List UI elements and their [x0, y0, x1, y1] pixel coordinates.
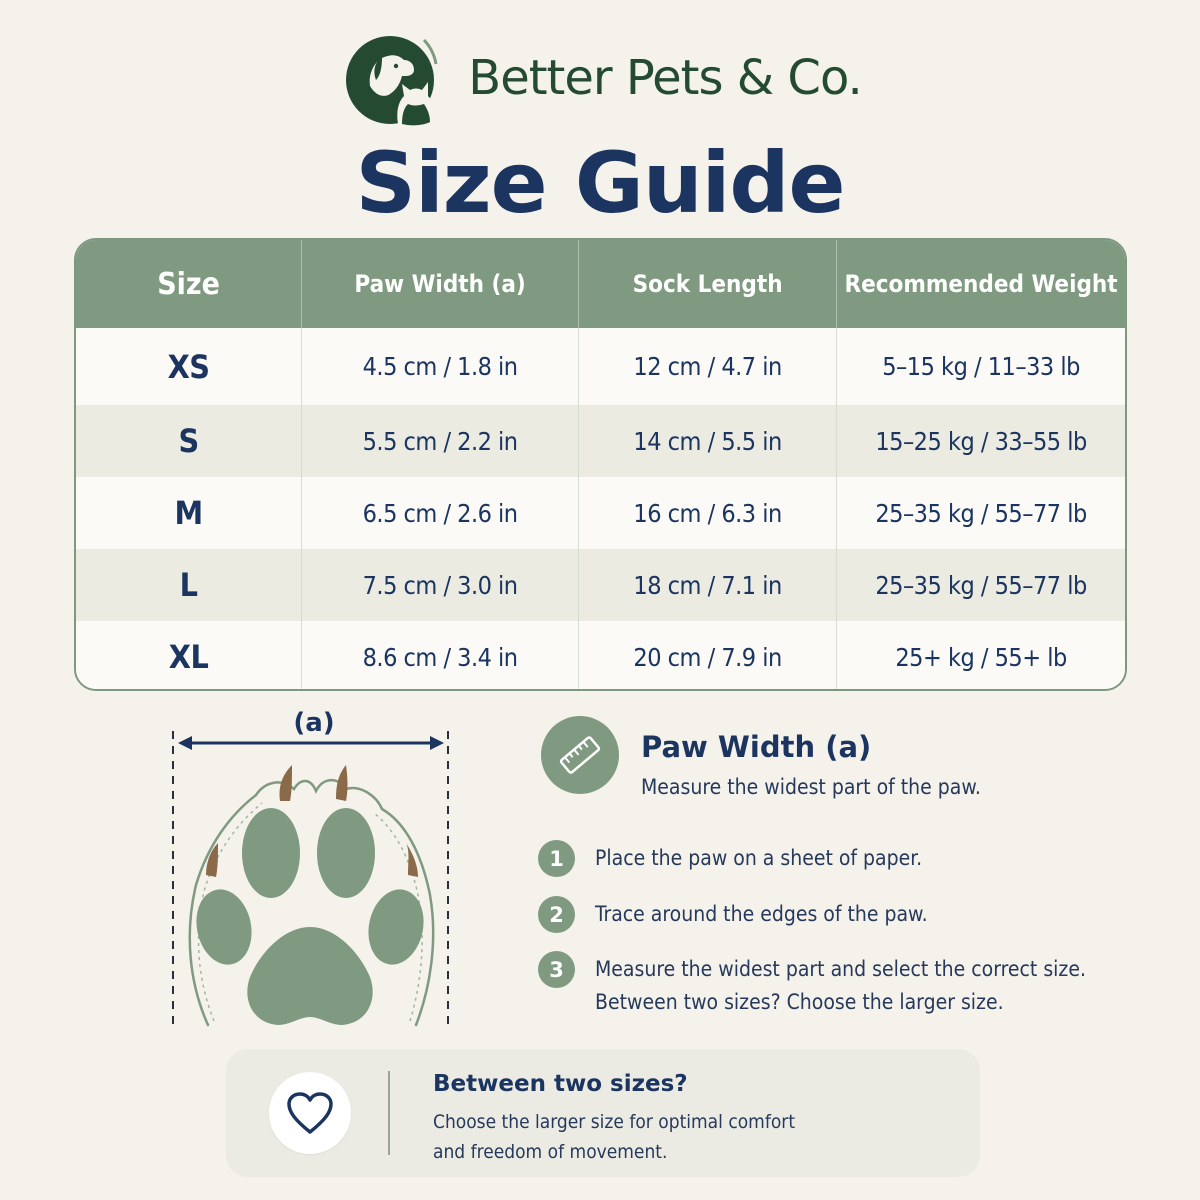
sock-length-cell: 12 cm / 4.7 in — [579, 328, 838, 405]
paw-width-cell: 6.5 cm / 2.6 in — [302, 477, 580, 549]
weight-cell: 25–35 kg / 55–77 lb — [875, 570, 1087, 600]
step-number: 3 — [538, 951, 575, 988]
brand-name: Better Pets & Co. — [468, 50, 862, 106]
step-text: Place the paw on a sheet of paper. — [595, 840, 922, 875]
header-size: Size — [76, 240, 303, 328]
paw-width-cell: 4.5 cm / 1.8 in — [302, 328, 580, 405]
paw-width-cell: 8.6 cm / 3.4 in — [302, 621, 580, 689]
weight-cell: 15–25 kg / 33–55 lb — [875, 426, 1087, 456]
paw-print-icon — [172, 731, 449, 1027]
ruler-icon-circle — [541, 716, 619, 794]
step-2: 2 Trace around the edges of the paw. — [538, 896, 928, 933]
instructions-subtitle: Measure the widest part of the paw. — [641, 775, 981, 799]
step-1: 1 Place the paw on a sheet of paper. — [538, 840, 922, 877]
sock-length-cell: 18 cm / 7.1 in — [579, 549, 838, 621]
step-number: 2 — [538, 896, 575, 933]
table-row: S 5.5 cm / 2.2 in 14 cm / 5.5 in 15–25 k… — [76, 405, 1125, 477]
header-paw-width: Paw Width (a) — [302, 240, 580, 328]
tip-line: Choose the larger size for optimal comfo… — [433, 1111, 796, 1133]
step-line: Place the paw on a sheet of paper. — [595, 846, 923, 870]
paw-width-cell: 7.5 cm / 3.0 in — [302, 549, 580, 621]
tip-divider — [388, 1071, 390, 1155]
size-cell: XS — [76, 328, 303, 405]
step-3: 3 Measure the widest part and select the… — [538, 951, 1086, 1019]
paw-width-label: (a) — [293, 708, 335, 738]
size-cell: M — [76, 477, 303, 549]
size-cell: S — [76, 405, 303, 477]
size-table: Size Paw Width (a) Sock Length Recommend… — [74, 238, 1127, 691]
table-header: Size Paw Width (a) Sock Length Recommend… — [76, 240, 1125, 328]
table-row: XS 4.5 cm / 1.8 in 12 cm / 4.7 in 5–15 k… — [76, 328, 1125, 405]
header-sock-length: Sock Length — [579, 240, 838, 328]
step-number: 1 — [538, 840, 575, 877]
step-text: Measure the widest part and select the c… — [595, 951, 1086, 1019]
table-row: L 7.5 cm / 3.0 in 18 cm / 7.1 in 25–35 k… — [76, 549, 1125, 621]
header-recommended-weight: Recommended Weight — [844, 270, 1118, 298]
heart-icon-circle — [269, 1072, 351, 1154]
tip-title: Between two sizes? — [433, 1071, 688, 1097]
table-row: M 6.5 cm / 2.6 in 16 cm / 6.3 in 25–35 k… — [76, 477, 1125, 549]
paw-width-cell: 5.5 cm / 2.2 in — [302, 405, 580, 477]
size-cell: XL — [76, 621, 303, 689]
weight-cell: 25+ kg / 55+ lb — [895, 642, 1067, 672]
page-title: Size Guide — [355, 134, 845, 232]
step-line: Between two sizes? Choose the larger siz… — [595, 990, 1004, 1014]
table-row: XL 8.6 cm / 3.4 in 20 cm / 7.9 in 25+ kg… — [76, 621, 1125, 689]
tip-box: Between two sizes? Choose the larger siz… — [226, 1049, 980, 1177]
tip-text: Choose the larger size for optimal comfo… — [433, 1107, 795, 1167]
weight-cell: 25–35 kg / 55–77 lb — [875, 498, 1087, 528]
tip-line: and freedom of movement. — [433, 1141, 668, 1163]
brand-header: Better Pets & Co. — [0, 22, 1200, 134]
step-text: Trace around the edges of the paw. — [595, 896, 928, 931]
table-body: XS 4.5 cm / 1.8 in 12 cm / 4.7 in 5–15 k… — [76, 328, 1125, 689]
step-line: Trace around the edges of the paw. — [595, 902, 928, 926]
heart-icon — [287, 1092, 333, 1134]
sock-length-cell: 16 cm / 6.3 in — [579, 477, 838, 549]
sock-length-cell: 20 cm / 7.9 in — [579, 621, 838, 689]
weight-cell: 5–15 kg / 11–33 lb — [882, 352, 1080, 381]
instructions-title: Paw Width (a) — [641, 730, 872, 764]
ruler-icon — [559, 736, 601, 774]
sock-length-cell: 14 cm / 5.5 in — [579, 405, 838, 477]
dog-cat-logo-icon — [346, 36, 438, 127]
step-line: Measure the widest part and select the c… — [595, 957, 1086, 981]
size-cell: L — [76, 549, 303, 621]
